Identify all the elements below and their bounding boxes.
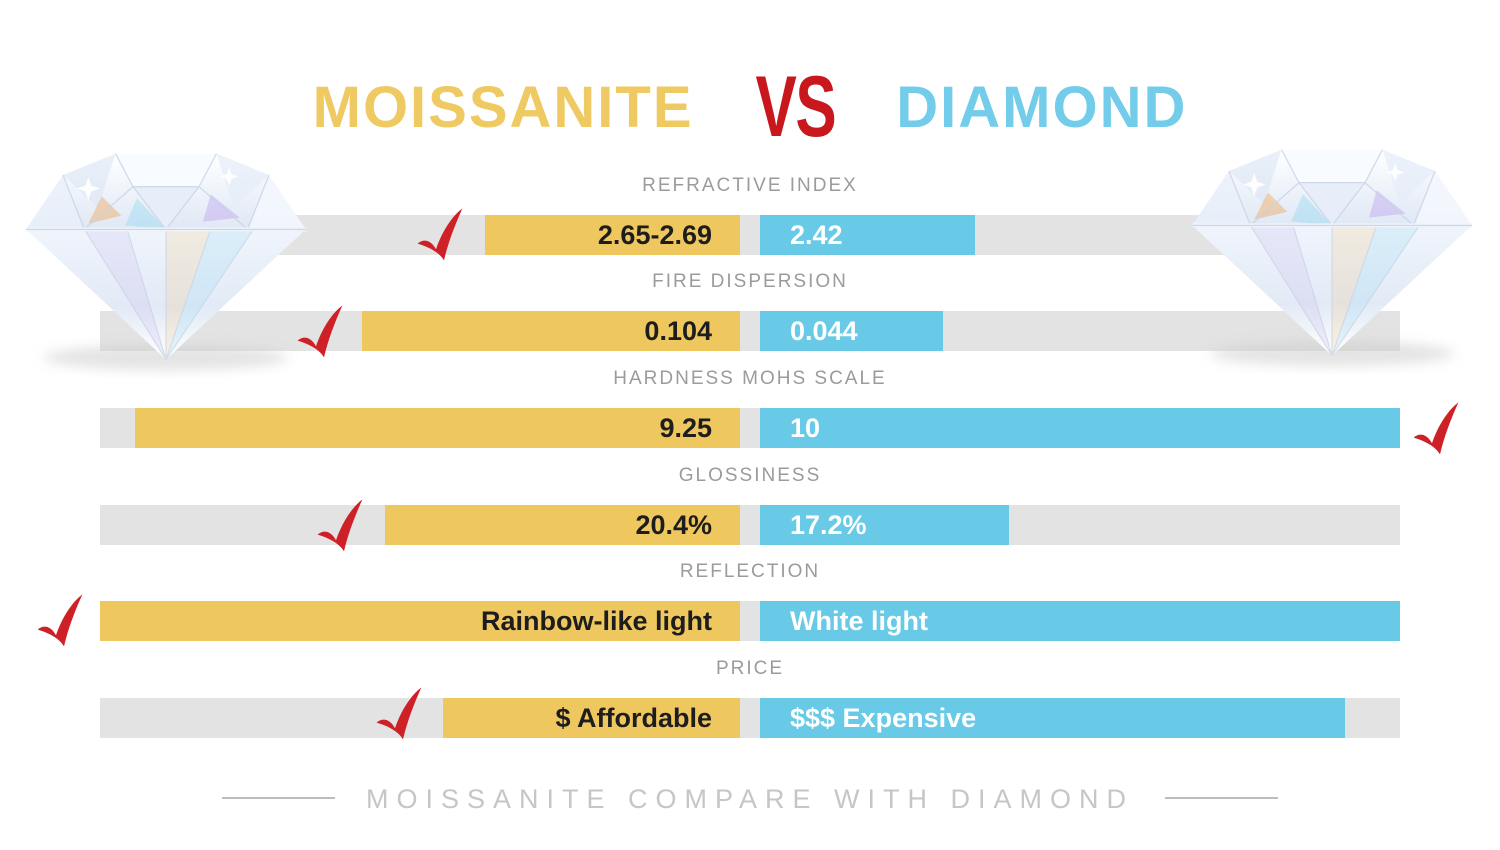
bar-track xyxy=(100,408,1400,448)
caption-line-right xyxy=(1165,797,1278,799)
moissanite-bar: 9.25 xyxy=(135,408,740,448)
winner-checkmark-icon xyxy=(1412,400,1460,456)
moissanite-value: 2.65-2.69 xyxy=(597,219,712,250)
moissanite-gem-image xyxy=(20,140,312,378)
title: MOISSANITE VS DIAMOND xyxy=(0,58,1500,157)
title-diamond: DIAMOND xyxy=(896,75,1188,140)
title-vs: VS xyxy=(755,59,836,155)
moissanite-value: $ Affordable xyxy=(555,702,712,733)
bar-track xyxy=(100,601,1400,641)
diamond-bar: 2.42 xyxy=(760,215,975,255)
diamond-bar: 10 xyxy=(760,408,1400,448)
bar-track xyxy=(100,698,1400,738)
winner-checkmark-icon xyxy=(375,685,423,741)
diamond-value: 0.044 xyxy=(790,315,858,346)
caption-line-left xyxy=(222,797,335,799)
winner-checkmark-icon xyxy=(416,206,464,262)
moissanite-value: 9.25 xyxy=(659,412,712,443)
diamond-gem-image xyxy=(1186,136,1478,374)
diamond-bar: White light xyxy=(760,601,1400,641)
diamond-bar: 0.044 xyxy=(760,311,943,351)
moissanite-bar: Rainbow-like light xyxy=(100,601,740,641)
diamond-value: 10 xyxy=(790,412,821,443)
diamond-value: $$$ Expensive xyxy=(790,702,977,733)
diamond-value: White light xyxy=(790,605,928,636)
winner-checkmark-icon xyxy=(316,497,364,553)
diamond-value: 2.42 xyxy=(790,219,843,250)
moissanite-bar: 2.65-2.69 xyxy=(485,215,740,255)
attribute-label: REFLECTION xyxy=(679,561,821,582)
moissanite-value: 20.4% xyxy=(635,509,712,540)
moissanite-bar: 0.104 xyxy=(362,311,740,351)
moissanite-value: 0.104 xyxy=(644,315,712,346)
attribute-label: GLOSSINESS xyxy=(678,465,822,486)
moissanite-value: Rainbow-like light xyxy=(480,605,712,636)
diamond-value: 17.2% xyxy=(790,509,867,540)
winner-checkmark-icon xyxy=(36,592,84,648)
diamond-bar: 17.2% xyxy=(760,505,1009,545)
title-moissanite: MOISSANITE xyxy=(312,75,694,140)
attribute-label: PRICE xyxy=(715,658,785,679)
moissanite-bar: $ Affordable xyxy=(443,698,740,738)
moissanite-bar: 20.4% xyxy=(385,505,740,545)
footer-caption: MOISSANITE COMPARE WITH DIAMOND xyxy=(365,784,1134,814)
bar-track xyxy=(100,505,1400,545)
diamond-bar: $$$ Expensive xyxy=(760,698,1345,738)
